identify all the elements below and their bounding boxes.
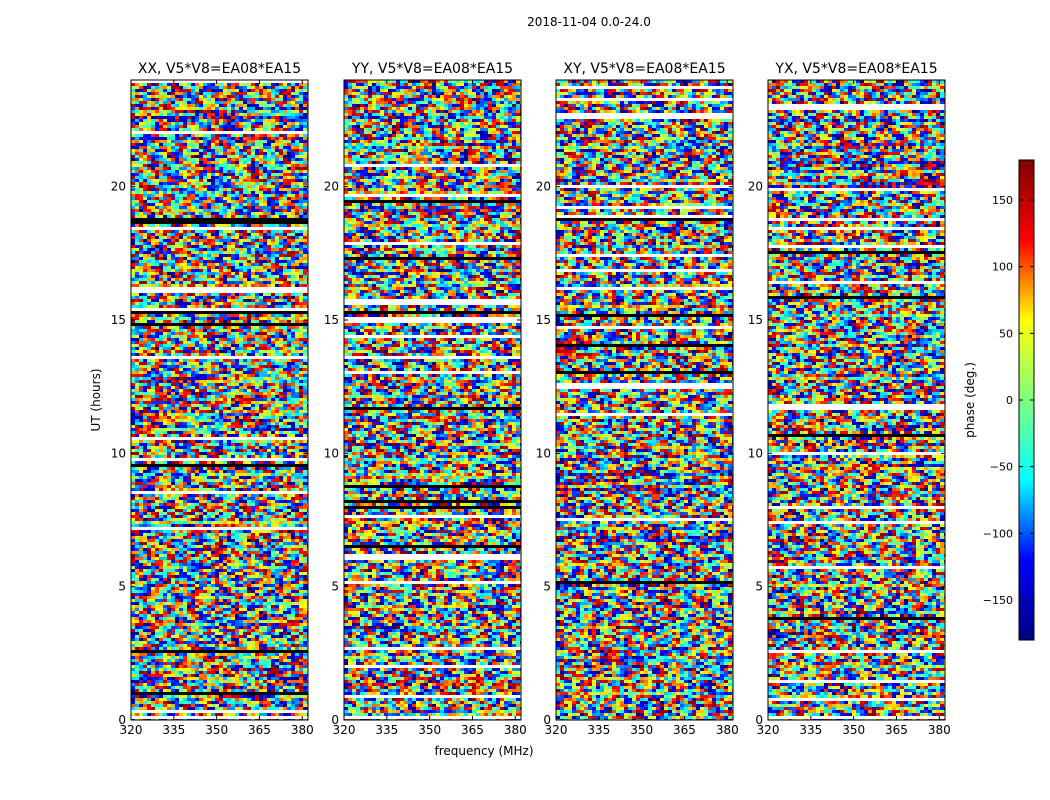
colorbar-tick-label: −50 — [990, 461, 1013, 474]
x-tick-label: 335 — [162, 723, 185, 737]
y-tick-label: 15 — [324, 313, 339, 327]
y-tick-label: 20 — [748, 180, 763, 194]
x-tick-label: 365 — [461, 723, 484, 737]
phase-image — [131, 80, 308, 720]
panel-4: YX, V5*V8=EA08*EA15 320 335 350 365 380 0 5 10 15… — [748, 61, 951, 737]
y-tick-label: 15 — [111, 313, 126, 327]
panel-title: YY, V5*V8=EA08*EA15 — [351, 61, 513, 77]
x-tick-label: 335 — [587, 723, 610, 737]
y-tick-label: 10 — [324, 446, 339, 460]
colorbar-label: phase (deg.) — [963, 362, 977, 438]
y-tick-label: 0 — [331, 713, 339, 727]
x-tick-label: 380 — [291, 723, 314, 737]
colorbar-tick-label: 150 — [992, 194, 1013, 207]
phase-image — [556, 80, 733, 720]
x-tick-label: 320 — [120, 723, 143, 737]
y-tick-label: 10 — [111, 446, 126, 460]
phase-image — [768, 80, 945, 720]
colorbar-tick-label: 50 — [999, 327, 1013, 340]
y-tick-label: 20 — [536, 180, 551, 194]
y-tick-label: 5 — [543, 580, 551, 594]
y-tick-label: 20 — [111, 180, 126, 194]
x-tick-label: 365 — [248, 723, 271, 737]
x-tick-label: 350 — [205, 723, 228, 737]
x-tick-label: 380 — [928, 723, 951, 737]
y-tick-label: 5 — [331, 580, 339, 594]
figure-title: 2018-11-04 0.0-24.0 — [527, 15, 651, 29]
panel-title: YX, V5*V8=EA08*EA15 — [774, 61, 937, 77]
panel-3: XY, V5*V8=EA08*EA15 320 335 350 365 380 0 5 10 15… — [536, 61, 739, 737]
colorbar-tick-label: −150 — [983, 594, 1013, 607]
x-tick-label: 365 — [673, 723, 696, 737]
panel-title: XX, V5*V8=EA08*EA15 — [138, 61, 301, 77]
y-tick-label: 15 — [536, 313, 551, 327]
y-tick-label: 0 — [755, 713, 763, 727]
y-tick-label: 5 — [755, 580, 763, 594]
x-tick-label: 365 — [885, 723, 908, 737]
panel-2: YY, V5*V8=EA08*EA15 320 335 350 365 380 0 5 10 15… — [324, 61, 527, 737]
x-tick-label: 335 — [799, 723, 822, 737]
panel-frame — [767, 79, 946, 721]
panel-1: XX, V5*V8=EA08*EA15 320 335 350 365 380 0 5 10 15… — [111, 61, 314, 737]
x-tick-label: 320 — [545, 723, 568, 737]
phase-image — [344, 80, 521, 720]
y-tick-label: 0 — [543, 713, 551, 727]
panel-frame — [343, 79, 522, 721]
y-tick-label: 0 — [118, 713, 126, 727]
panels: XX, V5*V8=EA08*EA15 320 335 350 365 380 0 5 10 15… — [111, 61, 951, 737]
x-tick-label: 320 — [757, 723, 780, 737]
x-tick-label: 335 — [375, 723, 398, 737]
panel-title: XY, V5*V8=EA08*EA15 — [563, 61, 725, 77]
y-tick-label: 10 — [536, 446, 551, 460]
y-tick-label: 15 — [748, 313, 763, 327]
panel-frame — [130, 79, 309, 721]
colorbar-tick-label: 0 — [1006, 394, 1013, 407]
panel-frame — [555, 79, 734, 721]
y-axis-label: UT (hours) — [89, 368, 103, 431]
colorbar: 150 100 50 0 −50 −100 −150 — [983, 159, 1035, 641]
y-tick-label: 5 — [118, 580, 126, 594]
x-tick-label: 350 — [418, 723, 441, 737]
x-tick-label: 380 — [716, 723, 739, 737]
x-tick-label: 380 — [504, 723, 527, 737]
y-tick-label: 10 — [748, 446, 763, 460]
x-axis-label: frequency (MHz) — [434, 744, 533, 758]
y-tick-label: 20 — [324, 180, 339, 194]
colorbar-tick-label: 100 — [992, 261, 1013, 274]
x-tick-label: 350 — [630, 723, 653, 737]
x-tick-label: 350 — [842, 723, 865, 737]
x-tick-label: 320 — [333, 723, 356, 737]
colorbar-tick-label: −100 — [983, 527, 1013, 540]
